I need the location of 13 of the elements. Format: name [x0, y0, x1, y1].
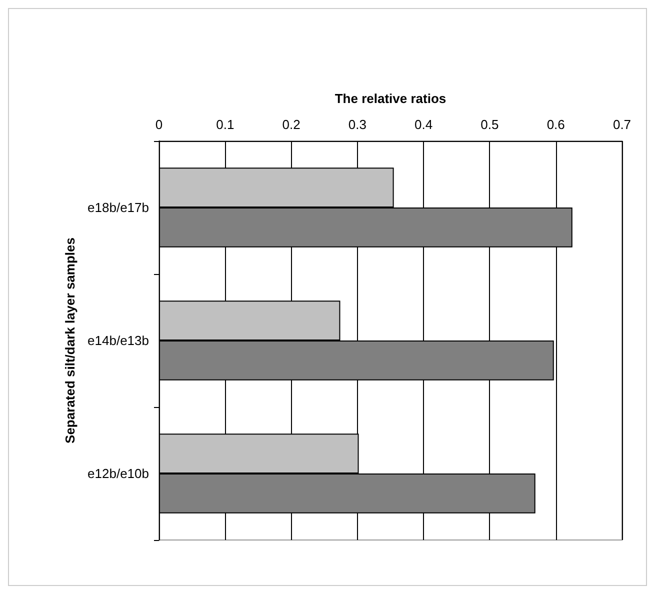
x-tick-label: 0.6 — [546, 117, 565, 132]
x-tick-label: 0.1 — [216, 117, 234, 132]
y-axis-title: Separated silt/dark layer samples — [62, 238, 78, 444]
x-axis-title: The relative ratios — [334, 91, 446, 106]
x-tick-label: 0 — [155, 117, 163, 132]
x-tick-label: 0.4 — [414, 117, 433, 132]
y-tick-label: e18b/e17b — [88, 200, 149, 215]
x-tick-label: 0.7 — [612, 117, 632, 132]
x-tick-label: 0.2 — [282, 117, 300, 132]
x-tick-label: 0.5 — [480, 117, 499, 132]
x-tick-label: 0.3 — [348, 117, 366, 132]
y-tick-label: e14b/e13b — [88, 333, 149, 348]
y-tick-label: e12b/e10b — [88, 466, 149, 481]
